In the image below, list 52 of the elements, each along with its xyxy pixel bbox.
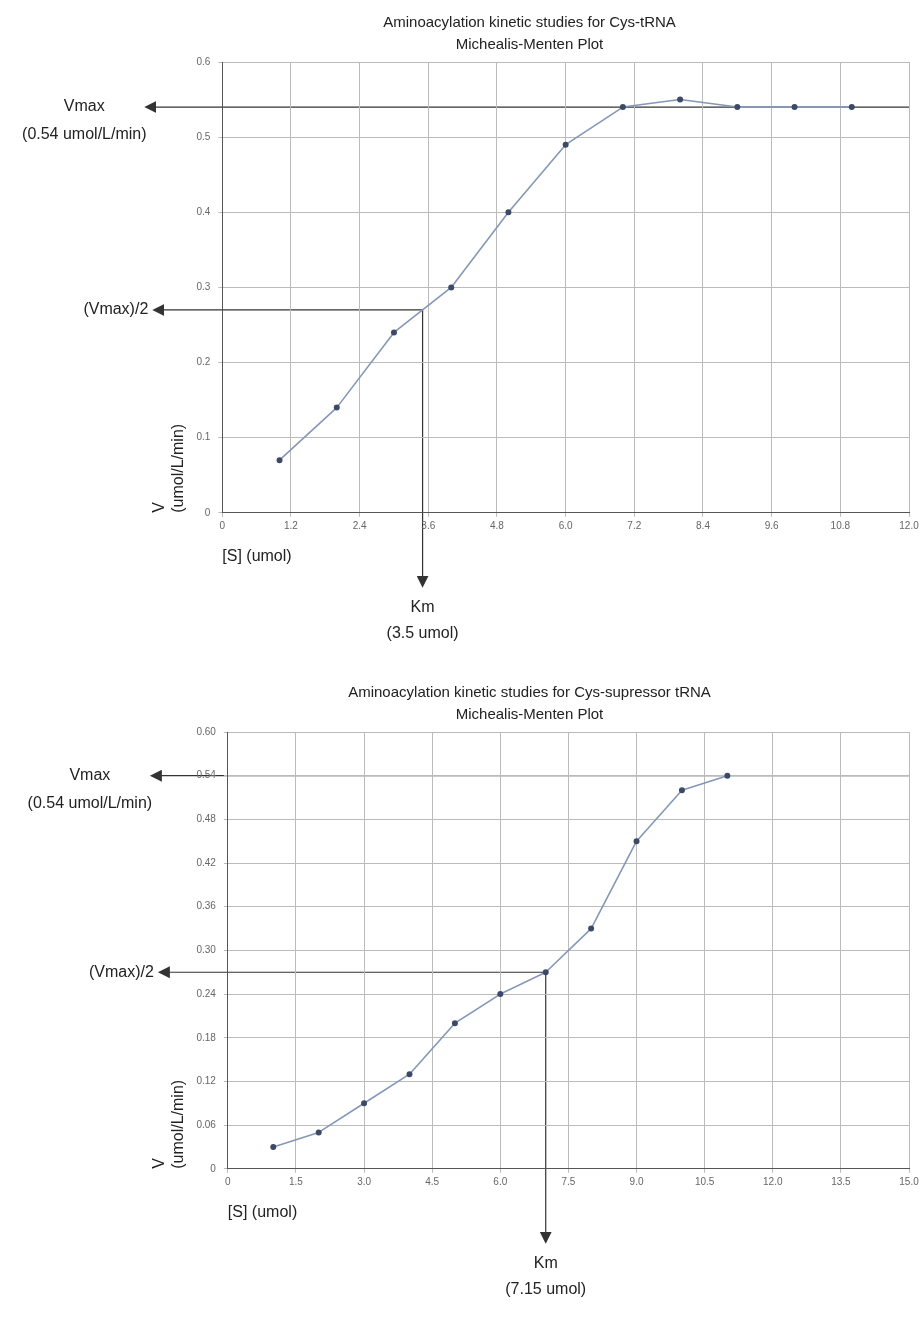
chart-subtitle: Michealis-Menten Plot (455, 705, 605, 723)
y-tick-label: 0.60 (196, 725, 217, 737)
ref-line-label: Vmax (0.54 umol/L/min) (22, 97, 147, 143)
y-tick-label: 0 (210, 1162, 217, 1174)
x-tick-label: 13.5 (831, 1175, 852, 1187)
x-tick-label: 3.0 (357, 1175, 372, 1187)
y-tick-label: 0.36 (196, 900, 217, 912)
x-tick-label: 6.0 (558, 519, 574, 531)
y-tick-label: 0.1 (196, 431, 211, 443)
y-tick-label: 0.24 (196, 987, 217, 999)
x-tick-label: 4.5 (425, 1175, 440, 1187)
y-tick-label: 0.2 (196, 356, 211, 368)
ref-line-label: Vmax (0.54 umol/L/min) (27, 766, 153, 812)
x-tick-label: 1.2 (284, 519, 299, 531)
x-tick-label: 10.5 (694, 1175, 715, 1187)
x-tick-label: 1.5 (289, 1175, 304, 1187)
y-tick-label: 0.18 (196, 1031, 217, 1043)
ref-line-label: Km (3.5 umol) (386, 598, 459, 642)
y-tick-label: 0.5 (196, 130, 211, 142)
ref-line-label: (Vmax)/2 (88, 962, 154, 980)
ref-line-label: (Vmax)/2 (83, 300, 149, 318)
ref-line-label: Km (7.15 umol) (505, 1254, 587, 1298)
x-tick-label: 9.0 (629, 1175, 644, 1187)
x-tick-label: 7.2 (627, 519, 642, 531)
x-tick-label: 10.8 (830, 519, 851, 531)
x-tick-label: 8.4 (696, 519, 711, 531)
x-tick-label: 6.0 (493, 1175, 508, 1187)
y-axis-title: V (umol/L/min) (150, 1079, 187, 1169)
x-tick-label: 2.4 (352, 519, 368, 531)
x-tick-label: 15.0 (899, 1175, 920, 1187)
y-tick-label: 0 (204, 506, 211, 518)
x-tick-label: 9.6 (764, 519, 780, 531)
x-tick-label: 4.8 (490, 519, 505, 531)
x-tick-label: 12.0 (899, 519, 920, 531)
chart-title: Aminoacylation kinetic studies for Cys-tRNA (383, 13, 676, 31)
x-tick-label: 12.0 (763, 1175, 783, 1187)
x-axis-title: [S] (umol) (222, 546, 292, 564)
chart-title: Aminoacylation kinetic studies for Cys-supressor tRNA (348, 683, 711, 701)
y-tick-label: 0.48 (196, 813, 217, 825)
y-tick-label: 0.4 (196, 206, 211, 218)
x-tick-label: 0 (219, 519, 226, 531)
x-tick-label: 7.5 (561, 1175, 576, 1187)
chart-subtitle: Michealis-Menten Plot (455, 35, 605, 53)
y-tick-label: 0.3 (196, 281, 211, 293)
y-tick-label: 0.06 (196, 1118, 217, 1130)
x-axis-title: [S] (umol) (227, 1202, 298, 1220)
y-tick-label: 0.30 (196, 944, 217, 956)
x-tick-label: 0 (225, 1175, 232, 1187)
y-tick-label: 0.12 (196, 1075, 217, 1087)
y-axis-title: V (umol/L/min) (150, 423, 187, 513)
y-tick-label: 0.42 (196, 856, 217, 868)
y-tick-label: 0.6 (196, 55, 211, 67)
